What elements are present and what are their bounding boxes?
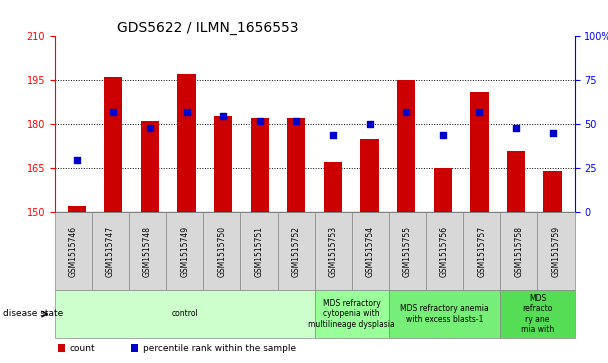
Bar — [250, 118, 269, 212]
Bar — [324, 163, 342, 212]
Bar — [470, 92, 489, 212]
Point — [401, 109, 411, 115]
Point — [72, 157, 81, 163]
Text: GSM1515755: GSM1515755 — [403, 226, 412, 277]
Text: GSM1515748: GSM1515748 — [143, 226, 152, 277]
Text: GDS5622 / ILMN_1656553: GDS5622 / ILMN_1656553 — [117, 21, 299, 35]
Point — [365, 121, 375, 127]
Bar — [544, 171, 562, 212]
Point — [328, 132, 338, 138]
Point — [548, 130, 558, 136]
Bar — [287, 118, 305, 212]
Bar — [131, 344, 138, 352]
Point — [438, 132, 447, 138]
Point — [218, 113, 228, 118]
Point — [182, 109, 192, 115]
Text: GSM1515756: GSM1515756 — [440, 226, 449, 277]
Bar — [203, 212, 240, 290]
Text: MDS refractory
cytopenia with
multilineage dysplasia: MDS refractory cytopenia with multilinea… — [308, 299, 395, 329]
Bar — [507, 151, 525, 212]
Text: percentile rank within the sample: percentile rank within the sample — [143, 344, 296, 353]
Text: MDS refractory anemia
with excess blasts-1: MDS refractory anemia with excess blasts… — [400, 304, 489, 324]
Bar — [58, 344, 65, 352]
Bar — [426, 212, 463, 290]
Text: GSM1515747: GSM1515747 — [106, 226, 115, 277]
Bar — [315, 212, 352, 290]
Bar — [397, 80, 415, 212]
Text: GSM1515751: GSM1515751 — [254, 226, 263, 277]
Text: GSM1515753: GSM1515753 — [329, 226, 337, 277]
Bar — [67, 207, 86, 212]
Point — [291, 118, 301, 124]
Text: GSM1515759: GSM1515759 — [551, 226, 561, 277]
Point — [255, 118, 264, 124]
Point — [474, 109, 484, 115]
Bar — [240, 212, 277, 290]
Bar — [178, 74, 196, 212]
Point — [145, 125, 155, 131]
Bar — [140, 121, 159, 212]
Bar — [129, 212, 166, 290]
Bar — [166, 212, 203, 290]
Point — [108, 109, 118, 115]
Point — [511, 125, 521, 131]
Text: GSM1515754: GSM1515754 — [366, 226, 375, 277]
Bar — [277, 212, 315, 290]
Bar — [55, 212, 92, 290]
Text: GSM1515758: GSM1515758 — [514, 226, 523, 277]
Bar — [463, 212, 500, 290]
Text: control: control — [171, 310, 198, 318]
Bar — [315, 290, 389, 338]
Text: count: count — [70, 344, 95, 353]
Text: GSM1515750: GSM1515750 — [217, 226, 226, 277]
Text: MDS
refracto
ry ane
mia with: MDS refracto ry ane mia with — [521, 294, 554, 334]
Bar — [55, 290, 315, 338]
Bar — [389, 290, 500, 338]
Text: GSM1515746: GSM1515746 — [69, 226, 78, 277]
Bar — [500, 290, 575, 338]
Bar — [500, 212, 537, 290]
Text: GSM1515749: GSM1515749 — [180, 226, 189, 277]
Bar — [537, 212, 575, 290]
Bar — [434, 168, 452, 212]
Bar — [214, 115, 232, 212]
Text: disease state: disease state — [3, 310, 63, 318]
Bar — [352, 212, 389, 290]
Bar — [104, 77, 122, 212]
Bar — [389, 212, 426, 290]
Text: GSM1515757: GSM1515757 — [477, 226, 486, 277]
Text: GSM1515752: GSM1515752 — [292, 226, 300, 277]
Bar — [92, 212, 129, 290]
Bar — [361, 139, 379, 212]
